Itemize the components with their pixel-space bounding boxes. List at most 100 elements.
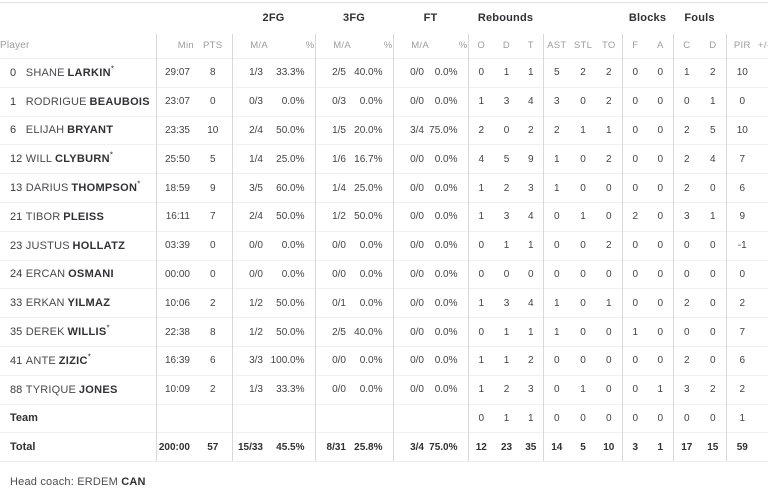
- cell-foul-d: 0: [700, 230, 727, 261]
- cell-stl: 0: [570, 230, 597, 261]
- cell-3fg-pct: 0.0%: [351, 230, 393, 261]
- player-cell: 13 DARIUS THOMPSON*: [0, 173, 156, 203]
- player-last-name: LARKIN: [67, 66, 111, 79]
- cell-to: 0: [596, 345, 623, 376]
- cell-reb-d: 3: [494, 288, 519, 318]
- cell-ft-pct: 0.0%: [429, 173, 468, 203]
- cell-blk-f: 0: [621, 173, 649, 203]
- cell-plus-minus: [758, 201, 768, 232]
- cell-min: 03:39: [155, 230, 194, 261]
- cell-foul-c: 17: [672, 432, 701, 463]
- cell-blk-a: 0: [648, 403, 674, 433]
- starter-asterisk: *: [110, 64, 114, 74]
- cell-2fg-ma: 3/5: [231, 173, 268, 203]
- col-header-blk-a: A: [656, 40, 664, 52]
- table-row: 23 JUSTUS HOLLATZ 03:39 0 0/0 0.0% 0/0 0…: [0, 230, 768, 261]
- col-header-pts: PTS: [203, 40, 223, 52]
- cell-3fg-ma: 2/5: [314, 317, 351, 347]
- cell-2fg-ma: 2/4: [231, 201, 268, 232]
- cell-2fg-pct: 45.5%: [268, 432, 315, 463]
- cell-foul-c: 1: [672, 58, 701, 88]
- cell-blk-f: 0: [621, 403, 649, 433]
- cell-blk-a: 0: [648, 317, 674, 347]
- cell-ft-ma: 0/0: [392, 288, 429, 318]
- player-last-name: BRYANT: [67, 124, 114, 137]
- cell-ft-ma: 0/0: [392, 317, 429, 347]
- cell-ft-ma: 3/4: [392, 115, 429, 145]
- table-row: 1 RODRIGUE BEAUBOIS 23:07 0 0/3 0.0% 0/3…: [0, 86, 768, 117]
- cell-blk-f: 0: [621, 374, 649, 405]
- cell-min: 29:07: [155, 58, 194, 88]
- cell-blk-a: 1: [648, 432, 674, 463]
- cell-reb-d: 3: [494, 86, 519, 117]
- cell-reb-t: 1: [519, 403, 544, 433]
- cell-ft-pct: 0.0%: [429, 58, 468, 88]
- coach-last-name: CAN: [121, 476, 146, 489]
- player-first-name: WILL: [25, 153, 53, 166]
- cell-reb-t: 4: [519, 288, 544, 318]
- cell-reb-o: 1: [467, 374, 494, 405]
- cell-to: 0: [596, 201, 623, 232]
- player-first-name: ELIJAH: [25, 124, 65, 137]
- cell-min: 10:06: [155, 288, 194, 318]
- cell-reb-o: 0: [467, 317, 494, 347]
- player-cell: 33 ERKAN YILMAZ: [0, 288, 156, 318]
- player-first-name: SHANE: [25, 66, 65, 79]
- group-header-blocks: Blocks: [628, 12, 667, 25]
- player-last-name: WILLIS: [67, 326, 107, 339]
- col-header-3fg-pct: %: [383, 40, 393, 52]
- cell-blk-f: 0: [621, 58, 649, 88]
- table-row: 88 TYRIQUE JONES 10:09 2 1/3 33.3% 0/0 0…: [0, 374, 768, 405]
- cell-reb-d: 3: [494, 201, 519, 232]
- cell-ft-ma: 3/4: [392, 432, 429, 463]
- group-header-ft: FT: [423, 12, 438, 25]
- cell-reb-t: 2: [519, 345, 544, 376]
- head-coach-line: Head coach: ERDEM CAN: [0, 476, 768, 488]
- cell-foul-d: 2: [700, 58, 727, 88]
- row-label: Team: [10, 412, 38, 425]
- cell-min: 16:39: [155, 345, 194, 376]
- group-header-row: 2FG 3FG FT Rebounds Blocks Fouls: [0, 3, 768, 34]
- cell-3fg-pct: 40.0%: [351, 317, 393, 347]
- starter-asterisk: *: [87, 352, 91, 362]
- cell-to: 0: [596, 374, 623, 405]
- cell-foul-d: 5: [700, 115, 727, 145]
- cell-stl: 0: [570, 317, 597, 347]
- cell-reb-d: 1: [494, 58, 519, 88]
- cell-foul-d: 0: [700, 259, 727, 289]
- cell-ft-ma: 0/0: [392, 374, 429, 405]
- col-header-ast: AST: [542, 33, 571, 59]
- cell-3fg-ma: 0/1: [314, 288, 351, 318]
- cell-foul-c: 2: [672, 173, 701, 203]
- cell-ast: 0: [542, 345, 571, 376]
- cell-reb-d: 1: [494, 230, 519, 261]
- player-cell: 6 ELIJAH BRYANT: [0, 115, 156, 145]
- cell-reb-t: 4: [519, 201, 544, 232]
- row-label: Total: [10, 441, 36, 454]
- cell-2fg-pct: 0.0%: [268, 230, 315, 261]
- cell-reb-t: 9: [519, 144, 544, 174]
- cell-pts: [194, 403, 232, 433]
- cell-foul-d: 1: [700, 201, 727, 232]
- cell-to: 0: [596, 403, 623, 433]
- player-cell: 24 ERCAN OSMANI: [0, 259, 156, 289]
- cell-pts: 5: [194, 144, 232, 174]
- cell-min: 25:50: [155, 144, 194, 174]
- cell-3fg-ma: 0/3: [314, 86, 351, 117]
- starter-asterisk: *: [109, 150, 114, 160]
- cell-foul-c: 2: [672, 345, 701, 376]
- jersey-number: 88: [10, 383, 23, 396]
- player-cell: 41 ANTE ZIZIC*: [0, 345, 156, 376]
- cell-2fg-ma: 1/3: [231, 374, 268, 405]
- cell-ft-pct: [429, 403, 468, 433]
- cell-blk-f: 0: [621, 144, 649, 174]
- player-first-name: TIBOR: [25, 210, 61, 223]
- cell-3fg-ma: 8/31: [314, 432, 351, 463]
- jersey-number: 6: [10, 124, 17, 137]
- cell-stl: 5: [570, 432, 597, 463]
- cell-stl: 0: [570, 288, 597, 318]
- player-last-name: CLYBURN: [55, 153, 110, 166]
- column-header-row: Player Min PTS M/A % M/A % M/A % O D T A…: [0, 33, 768, 59]
- starter-asterisk: *: [106, 323, 110, 333]
- cell-ft-pct: 0.0%: [429, 374, 468, 405]
